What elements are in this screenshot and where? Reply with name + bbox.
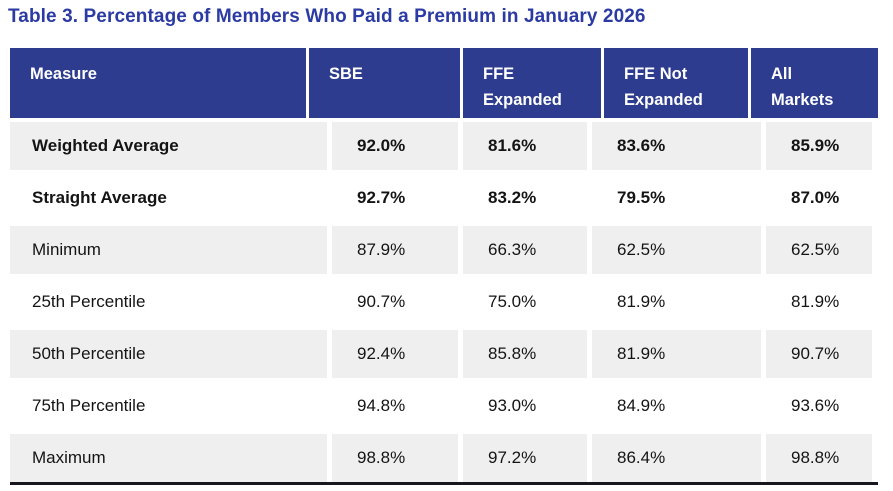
cell-sbe: 92.0%: [332, 122, 458, 170]
cell-ffe-not-expanded: 62.5%: [592, 226, 761, 274]
cell-all-markets: 90.7%: [766, 330, 872, 378]
row-label: 25th Percentile: [10, 278, 327, 326]
table-row-weighted-average: Weighted Average 92.0% 81.6% 83.6% 85.9%: [10, 122, 872, 170]
row-label: Straight Average: [10, 174, 327, 222]
cell-ffe-not-expanded: 79.5%: [592, 174, 761, 222]
table-header-row: Measure SBE FFE Expanded FFE Not Expande…: [10, 48, 878, 118]
table-title: Table 3. Percentage of Members Who Paid …: [8, 6, 646, 27]
table-row-50th-percentile: 50th Percentile 92.4% 85.8% 81.9% 90.7%: [10, 330, 872, 378]
cell-all-markets: 93.6%: [766, 382, 872, 430]
cell-sbe: 87.9%: [332, 226, 458, 274]
column-header-sbe: SBE: [309, 48, 460, 118]
row-label: 75th Percentile: [10, 382, 327, 430]
column-header-label: FFE Not: [624, 65, 688, 83]
cell-ffe-expanded: 75.0%: [463, 278, 587, 326]
table-bottom-border: [10, 482, 878, 485]
column-header-label: Markets: [771, 91, 834, 109]
table-row-75th-percentile: 75th Percentile 94.8% 93.0% 84.9% 93.6%: [10, 382, 872, 430]
cell-ffe-expanded: 97.2%: [463, 434, 587, 482]
cell-all-markets: 85.9%: [766, 122, 872, 170]
row-label: Weighted Average: [10, 122, 327, 170]
cell-all-markets: 98.8%: [766, 434, 872, 482]
cell-sbe: 94.8%: [332, 382, 458, 430]
column-header-all-markets: All Markets: [751, 48, 878, 118]
row-label: 50th Percentile: [10, 330, 327, 378]
table-row-25th-percentile: 25th Percentile 90.7% 75.0% 81.9% 81.9%: [10, 278, 872, 326]
row-label: Minimum: [10, 226, 327, 274]
column-header-ffe-expanded: FFE Expanded: [463, 48, 601, 118]
cell-sbe: 98.8%: [332, 434, 458, 482]
column-header-label: Expanded: [624, 91, 703, 109]
premium-table: Measure SBE FFE Expanded FFE Not Expande…: [10, 48, 878, 485]
cell-all-markets: 62.5%: [766, 226, 872, 274]
column-header-label: All: [771, 65, 793, 83]
cell-ffe-expanded: 85.8%: [463, 330, 587, 378]
column-header-ffe-not-expanded: FFE Not Expanded: [604, 48, 748, 118]
table-row-maximum: Maximum 98.8% 97.2% 86.4% 98.8%: [10, 434, 872, 482]
cell-sbe: 92.4%: [332, 330, 458, 378]
cell-ffe-not-expanded: 84.9%: [592, 382, 761, 430]
cell-all-markets: 87.0%: [766, 174, 872, 222]
cell-ffe-not-expanded: 81.9%: [592, 278, 761, 326]
cell-ffe-expanded: 93.0%: [463, 382, 587, 430]
row-label: Maximum: [10, 434, 327, 482]
column-header-measure: Measure: [10, 48, 306, 118]
cell-ffe-expanded: 66.3%: [463, 226, 587, 274]
column-header-label: SBE: [329, 65, 363, 83]
column-header-label: FFE: [483, 65, 515, 83]
table-row-minimum: Minimum 87.9% 66.3% 62.5% 62.5%: [10, 226, 872, 274]
cell-ffe-not-expanded: 83.6%: [592, 122, 761, 170]
cell-sbe: 90.7%: [332, 278, 458, 326]
cell-ffe-expanded: 81.6%: [463, 122, 587, 170]
cell-ffe-expanded: 83.2%: [463, 174, 587, 222]
cell-all-markets: 81.9%: [766, 278, 872, 326]
table-row-straight-average: Straight Average 92.7% 83.2% 79.5% 87.0%: [10, 174, 872, 222]
column-header-label: Measure: [30, 65, 97, 83]
cell-ffe-not-expanded: 86.4%: [592, 434, 761, 482]
cell-ffe-not-expanded: 81.9%: [592, 330, 761, 378]
column-header-label: Expanded: [483, 91, 562, 109]
cell-sbe: 92.7%: [332, 174, 458, 222]
